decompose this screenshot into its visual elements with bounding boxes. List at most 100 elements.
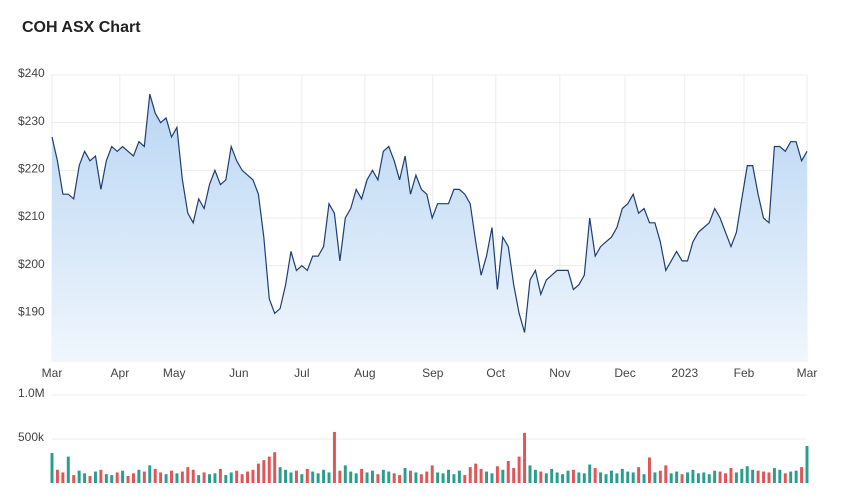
volume-bar: [593, 468, 597, 483]
volume-bar: [354, 473, 358, 483]
volume-bar: [707, 474, 711, 483]
volume-bar: [88, 475, 92, 483]
volume-bar: [72, 475, 76, 483]
volume-bar: [506, 461, 510, 483]
volume-bar: [734, 472, 738, 483]
volume-bar: [523, 432, 527, 483]
y-tick-label: 500k: [18, 430, 45, 444]
volume-bar: [338, 470, 342, 483]
volume-bar: [745, 466, 749, 483]
volume-bar: [126, 475, 130, 483]
volume-bar: [218, 468, 222, 483]
volume-bar: [61, 472, 65, 483]
volume-bar: [159, 472, 163, 483]
volume-bar: [370, 470, 374, 483]
volume-bar: [235, 470, 239, 483]
volume-bar: [501, 469, 505, 483]
x-tick-label: Oct: [486, 366, 505, 380]
volume-bar: [533, 469, 537, 483]
volume-bar: [609, 470, 613, 483]
x-tick-label: Dec: [614, 366, 635, 380]
volume-bar: [599, 472, 603, 483]
volume-bar: [77, 470, 81, 483]
x-tick-label: Jul: [294, 366, 309, 380]
volume-bar: [164, 474, 168, 483]
volume-bar: [512, 468, 516, 483]
volume-bar: [115, 472, 119, 483]
y-tick-label: 1.0M: [18, 386, 45, 400]
volume-bar: [463, 475, 467, 483]
volume-bar: [800, 467, 804, 483]
volume-bar: [251, 469, 255, 483]
volume-bar: [620, 468, 624, 483]
volume-bar: [441, 473, 445, 483]
volume-bar: [327, 472, 331, 483]
volume-bar: [180, 471, 184, 483]
volume-bar: [588, 464, 592, 483]
volume-bar: [153, 468, 157, 483]
volume-bar: [647, 457, 651, 483]
volume-bar: [702, 472, 706, 483]
volume-bar: [615, 473, 619, 483]
volume-bar: [278, 467, 282, 483]
volume-bar: [332, 431, 336, 483]
volume-bar: [83, 473, 87, 483]
volume-bar: [664, 465, 668, 483]
volume-bar: [718, 471, 722, 483]
volume-bar: [436, 472, 440, 483]
volume-bar: [528, 465, 532, 483]
volume-bar: [148, 465, 152, 483]
volume-bar: [170, 470, 173, 483]
volume-bar: [474, 463, 478, 483]
volume-bar: [457, 470, 461, 483]
volume-bar: [468, 467, 472, 483]
volume-bar: [246, 471, 250, 483]
volume-bar: [99, 469, 103, 483]
volume-bar: [131, 473, 135, 483]
volume-bar: [756, 470, 760, 483]
volume-bar: [751, 469, 755, 483]
x-tick-label: Mar: [42, 366, 63, 380]
volume-bar: [343, 465, 347, 483]
volume-bar: [485, 471, 489, 483]
volume-bar: [794, 470, 798, 483]
volume-bar: [224, 475, 228, 483]
volume-bar: [658, 470, 662, 483]
volume-bar: [642, 474, 646, 483]
volume-bar: [767, 472, 771, 483]
volume-bar: [490, 473, 494, 483]
volume-bar: [392, 473, 396, 483]
volume-bar: [713, 470, 717, 483]
volume-bar: [561, 474, 565, 483]
volume-bar: [495, 466, 499, 483]
volume-bar: [762, 471, 766, 483]
volume-bar: [262, 460, 266, 483]
volume-bar: [544, 473, 548, 483]
volume-bar: [729, 468, 733, 483]
volume-bar: [93, 471, 97, 483]
volume-bar: [305, 468, 309, 483]
volume-bar: [680, 474, 684, 483]
volume-bar: [289, 472, 293, 483]
x-tick-label: Nov: [549, 366, 570, 380]
volume-bar: [294, 470, 298, 483]
volume-bar: [365, 472, 369, 483]
y-tick-label: $230: [18, 114, 45, 128]
volume-bar: [186, 467, 190, 483]
volume-bar: [387, 471, 391, 483]
volume-bar: [571, 469, 575, 483]
volume-bar: [582, 473, 586, 483]
y-tick-label: $240: [18, 66, 45, 80]
volume-bar: [555, 472, 559, 483]
volume-bar: [273, 452, 277, 483]
volume-bar: [452, 474, 456, 483]
y-tick-label: $220: [18, 162, 45, 176]
y-tick-label: $200: [18, 257, 45, 271]
volume-bar: [409, 470, 412, 483]
volume-bar: [349, 471, 353, 483]
chart-title: COH ASX Chart: [22, 19, 141, 36]
volume-bar: [425, 471, 429, 483]
volume-bar: [104, 474, 108, 483]
volume-bar: [783, 473, 787, 483]
volume-bar: [696, 473, 700, 483]
